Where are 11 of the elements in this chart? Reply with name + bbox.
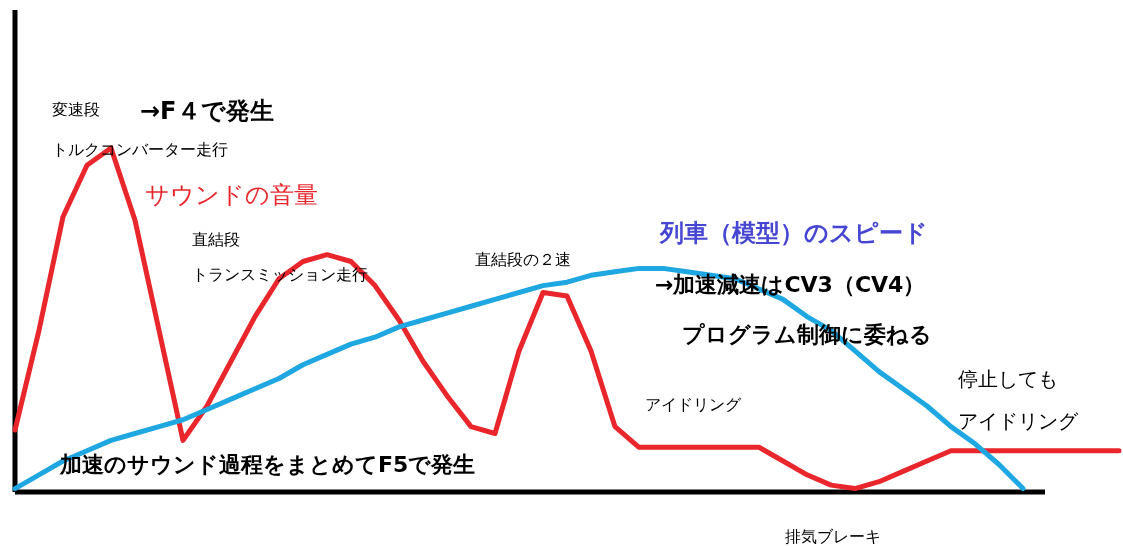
text: 排気ブレーキ — [785, 527, 881, 546]
text: 変速段 — [52, 100, 100, 119]
annotation: 直結段 — [192, 230, 240, 249]
text: →F４で発生 — [140, 97, 274, 125]
annotation: アイドリング — [958, 409, 1079, 433]
annotation: アイドリング — [645, 395, 742, 414]
annotation: 直結段の２速 — [475, 250, 571, 269]
annotation: 加速のサウンド過程をまとめてF5で発生 — [59, 452, 476, 477]
annotation: 停止しても — [958, 367, 1058, 391]
series-label: 列車（模型）のスピード — [659, 219, 928, 247]
series-label: サウンドの音量 — [145, 181, 318, 209]
